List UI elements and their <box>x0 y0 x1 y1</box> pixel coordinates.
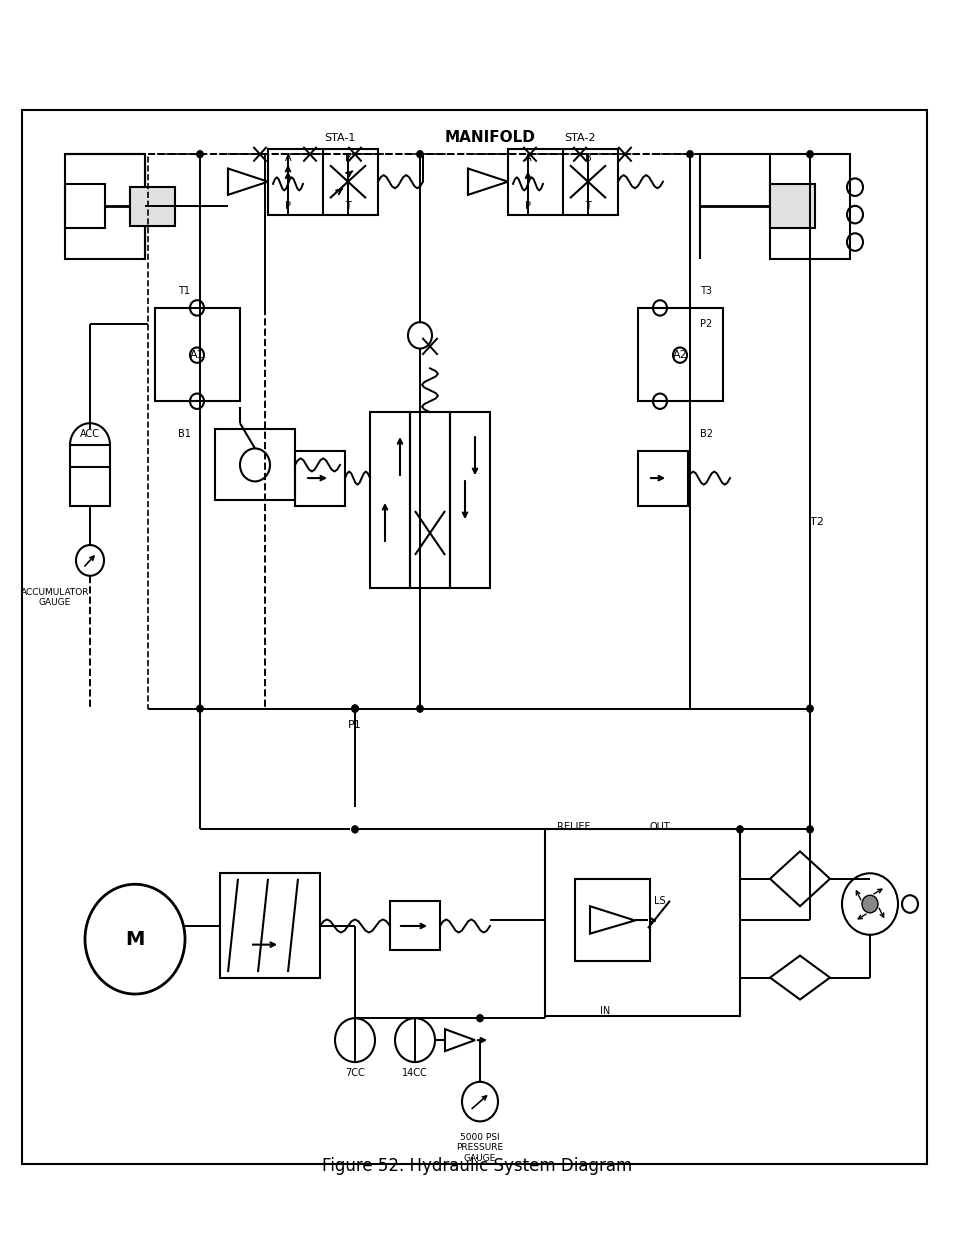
Text: STA-2: STA-2 <box>563 133 595 143</box>
Text: M: M <box>125 930 145 948</box>
Text: 14CC: 14CC <box>402 1068 428 1078</box>
Circle shape <box>686 151 693 158</box>
Text: STA-1: STA-1 <box>324 133 355 143</box>
Bar <box>65 184 105 227</box>
Text: OUT: OUT <box>649 823 670 832</box>
Circle shape <box>416 705 423 713</box>
Circle shape <box>805 705 813 713</box>
Text: ACC: ACC <box>80 430 100 440</box>
Bar <box>268 148 377 215</box>
Circle shape <box>351 825 358 834</box>
Circle shape <box>196 151 203 158</box>
Text: A: A <box>524 153 531 163</box>
Circle shape <box>805 825 813 834</box>
Text: 7CC: 7CC <box>345 1068 364 1078</box>
Text: B1: B1 <box>178 430 191 440</box>
Circle shape <box>196 705 203 713</box>
Bar <box>148 154 809 709</box>
Bar <box>370 412 410 588</box>
Bar <box>220 873 319 978</box>
Circle shape <box>736 825 742 834</box>
Text: P: P <box>524 201 531 211</box>
Bar <box>450 412 490 588</box>
Text: B: B <box>344 153 351 163</box>
Bar <box>390 900 439 950</box>
Circle shape <box>476 1014 483 1023</box>
Text: 5000 PSI
PRESSURE
GAUGE: 5000 PSI PRESSURE GAUGE <box>456 1132 503 1162</box>
Text: LS-60TD PUMP — HYDRAULIC SYSTEM DIAGRAM: LS-60TD PUMP — HYDRAULIC SYSTEM DIAGRAM <box>102 46 851 74</box>
Text: LS: LS <box>654 895 665 905</box>
Bar <box>65 154 145 258</box>
Text: P1: P1 <box>348 720 361 730</box>
Bar <box>638 451 687 505</box>
Bar <box>638 308 722 401</box>
Bar <box>154 308 240 401</box>
Bar <box>544 830 740 1016</box>
Bar <box>410 412 450 588</box>
Bar <box>294 451 345 505</box>
Circle shape <box>805 151 813 158</box>
Bar <box>214 429 294 500</box>
Text: T3: T3 <box>700 287 711 296</box>
Text: RELIEF: RELIEF <box>557 823 589 832</box>
Text: A1: A1 <box>190 351 204 361</box>
Text: MANIFOLD: MANIFOLD <box>444 130 535 146</box>
Circle shape <box>416 151 423 158</box>
Text: A: A <box>284 153 291 163</box>
Text: IN: IN <box>599 1005 610 1015</box>
Bar <box>769 154 849 258</box>
Text: T: T <box>584 201 590 211</box>
Text: P2: P2 <box>700 320 712 330</box>
Bar <box>507 148 618 215</box>
Text: B: B <box>584 153 591 163</box>
Bar <box>769 184 814 227</box>
Text: T1: T1 <box>178 287 190 296</box>
Bar <box>70 445 110 505</box>
Circle shape <box>351 705 358 713</box>
Bar <box>575 879 649 961</box>
Text: T: T <box>345 201 351 211</box>
Text: P: P <box>285 201 291 211</box>
Text: B2: B2 <box>700 430 712 440</box>
Text: A2: A2 <box>672 351 687 361</box>
Circle shape <box>862 895 877 913</box>
Text: MAYCO LS-60TD PUMP — OPERATION AND PARTS MANUAL — REV. #4 (09/15/11) — PAGE 59: MAYCO LS-60TD PUMP — OPERATION AND PARTS… <box>88 1200 865 1215</box>
Bar <box>130 188 174 226</box>
Circle shape <box>351 705 358 713</box>
Text: ACCUMULATOR
GAUGE: ACCUMULATOR GAUGE <box>21 588 90 608</box>
Text: T2: T2 <box>809 517 823 527</box>
Text: Figure 52. Hydraulic System Diagram: Figure 52. Hydraulic System Diagram <box>321 1157 632 1176</box>
